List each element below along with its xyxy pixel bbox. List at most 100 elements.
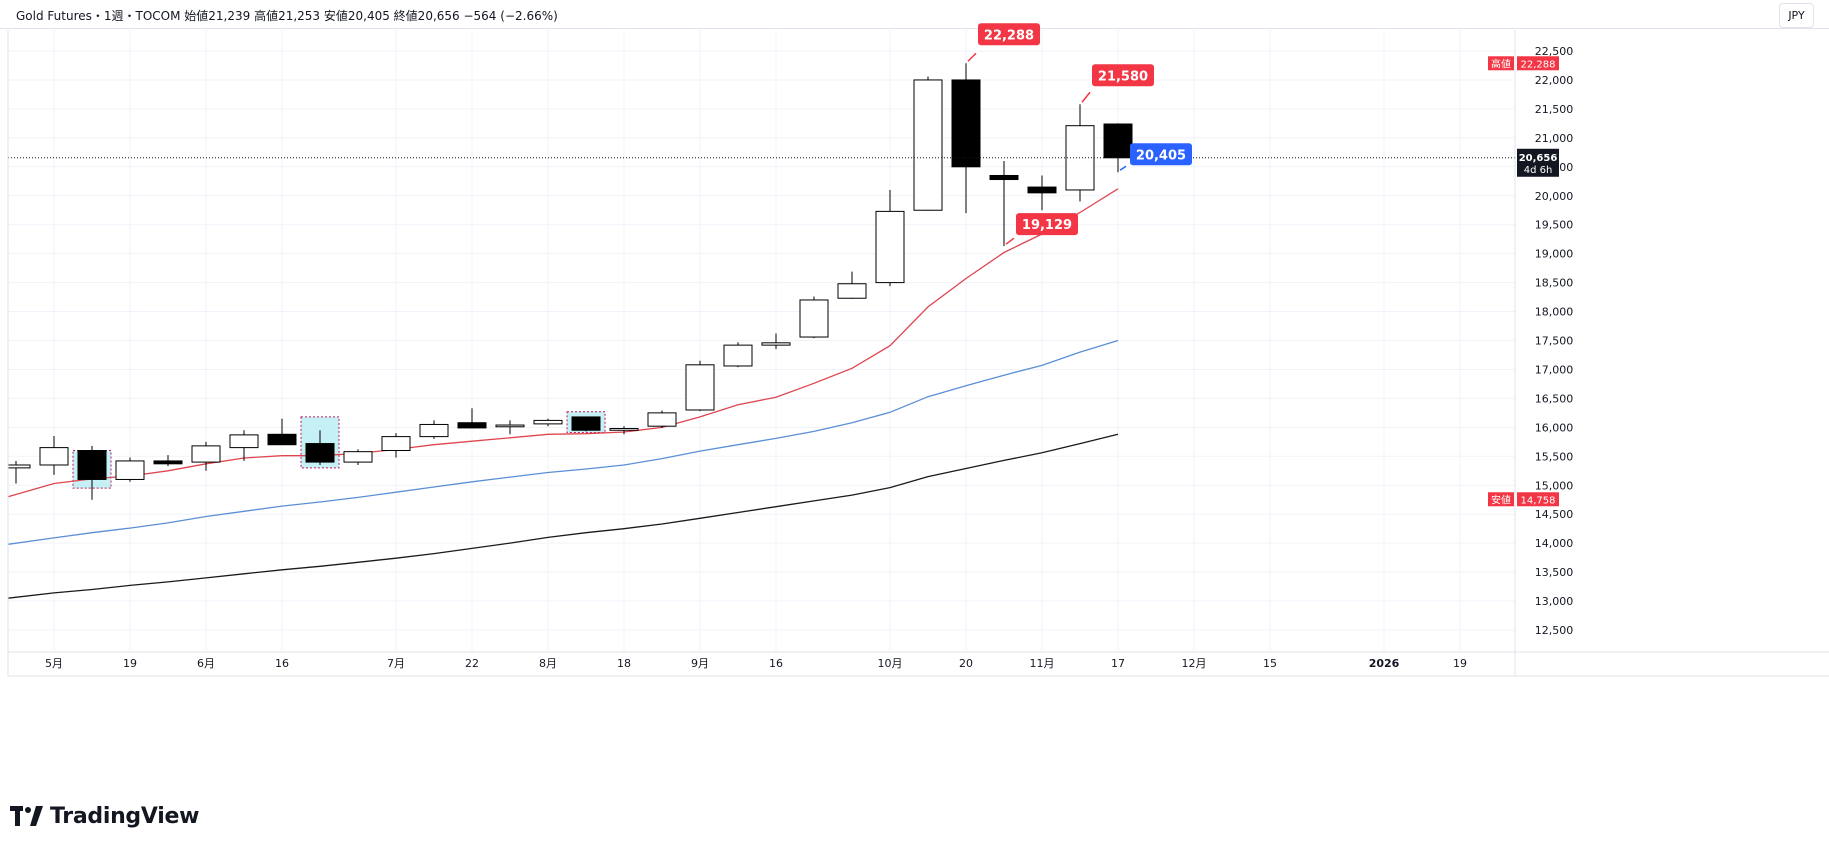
y-tick-label: 22,000 (1535, 74, 1574, 87)
y-tick-label: 17,500 (1535, 335, 1574, 348)
callout-leader-line (1119, 165, 1127, 171)
candle-body (1103, 123, 1133, 159)
candle[interactable] (153, 455, 183, 467)
y-tick-label: 21,500 (1535, 103, 1574, 116)
y-tick-label: 12,500 (1535, 624, 1574, 637)
high-marker-label-box (1488, 56, 1514, 71)
candle-body (419, 423, 449, 438)
x-tick-label: 7月 (387, 657, 405, 670)
candle[interactable] (7, 460, 31, 484)
price-callout: 22,288 (967, 23, 1040, 62)
tradingview-logo-icon (10, 806, 44, 826)
candle[interactable] (343, 449, 373, 465)
candle-body (875, 210, 905, 284)
candle[interactable] (571, 416, 601, 432)
candle-body (495, 424, 525, 428)
candle[interactable] (1027, 175, 1057, 211)
price-callouts: 22,288 21,580 19,129 20,405 (967, 23, 1192, 245)
candle[interactable] (419, 420, 449, 439)
x-tick-label: 22 (465, 657, 479, 670)
countdown-text: 4d 6h (1524, 165, 1553, 176)
callout-text: 21,580 (1098, 69, 1148, 84)
candle-body (115, 460, 145, 480)
candle-body (799, 299, 829, 338)
current-price-text: 20,656 (1519, 153, 1558, 164)
candle-body (7, 464, 31, 469)
x-tick-label: 16 (275, 657, 289, 670)
candle[interactable] (77, 445, 107, 500)
symbol-info-line[interactable]: Gold Futures・1週・TOCOM 始値21,239 高値21,253 … (16, 9, 558, 23)
callout-text: 22,288 (984, 28, 1034, 43)
candle[interactable] (875, 189, 905, 287)
y-tick-label: 18,500 (1535, 277, 1574, 290)
currency-button[interactable]: JPY (1779, 3, 1814, 28)
candle[interactable] (989, 161, 1019, 247)
x-tick-label: 6月 (197, 657, 215, 670)
low-marker-label-box (1488, 492, 1514, 507)
candles[interactable] (7, 63, 1133, 500)
candle[interactable] (191, 441, 221, 471)
x-tick-label: 10月 (878, 657, 903, 670)
y-tick-label: 20,000 (1535, 190, 1574, 203)
highlight-boxes (72, 411, 606, 489)
candle[interactable] (457, 408, 487, 429)
candle[interactable] (533, 418, 563, 427)
candle-body (153, 460, 183, 465)
candle[interactable] (381, 433, 411, 458)
candle[interactable] (267, 418, 297, 446)
x-tick-label: 16 (769, 657, 783, 670)
candle[interactable] (609, 426, 639, 435)
x-tick-label: 15 (1263, 657, 1277, 670)
candle[interactable] (723, 342, 753, 368)
candle-body (837, 283, 867, 299)
x-tick-label: 8月 (539, 657, 557, 670)
x-tick-label: 18 (617, 657, 631, 670)
candle[interactable] (115, 457, 145, 482)
moving-averages (7, 188, 1119, 599)
candle[interactable] (837, 271, 867, 299)
current-price-tag (1517, 148, 1559, 177)
high-marker-label: 高値 (1491, 57, 1511, 70)
candle[interactable] (1065, 104, 1095, 202)
candle[interactable] (1103, 123, 1133, 173)
candle[interactable] (647, 410, 677, 428)
candle[interactable] (685, 360, 715, 412)
y-tick-label: 22,500 (1535, 45, 1574, 58)
x-tick-label: 11月 (1030, 657, 1055, 670)
candle[interactable] (229, 430, 259, 461)
y-tick-label: 16,500 (1535, 392, 1574, 405)
high-marker-value: 22,288 (1521, 59, 1556, 70)
candle-body (381, 436, 411, 452)
x-tick-label: 19 (1453, 657, 1467, 670)
candle-body (685, 364, 715, 411)
y-tick-label: 21,000 (1535, 132, 1574, 145)
y-tick-label: 13,000 (1535, 595, 1574, 608)
candle-body (913, 79, 943, 211)
candle[interactable] (39, 436, 69, 475)
candle[interactable] (495, 420, 525, 435)
candle-body (723, 344, 753, 367)
callout-text: 19,129 (1022, 218, 1072, 233)
tradingview-watermark[interactable]: TradingView (10, 804, 199, 829)
x-tick-label: 2026 (1369, 657, 1400, 670)
candle-body (39, 447, 69, 466)
top-bar: Gold Futures・1週・TOCOM 始値21,239 高値21,253 … (0, 0, 1829, 29)
candle-body (1027, 186, 1057, 194)
x-tick-label: 19 (123, 657, 137, 670)
candle-body (533, 419, 563, 425)
axes: 12,500 13,000 13,500 14,000 14,500 15,000 15,5… (7, 30, 1829, 677)
x-tick-label: 9月 (691, 657, 709, 670)
candle[interactable] (761, 333, 791, 350)
candle[interactable] (799, 296, 829, 339)
callout-box (1092, 64, 1154, 87)
y-tick-label: 19,000 (1535, 248, 1574, 261)
y-tick-label: 17,000 (1535, 363, 1574, 376)
y-tick-label: 15,000 (1535, 479, 1574, 492)
candle[interactable] (951, 63, 981, 214)
candle[interactable] (913, 76, 943, 211)
candle[interactable] (305, 430, 335, 465)
candle-body (761, 342, 791, 346)
price-callout: 19,129 (1005, 213, 1078, 245)
callout-box (978, 23, 1040, 46)
